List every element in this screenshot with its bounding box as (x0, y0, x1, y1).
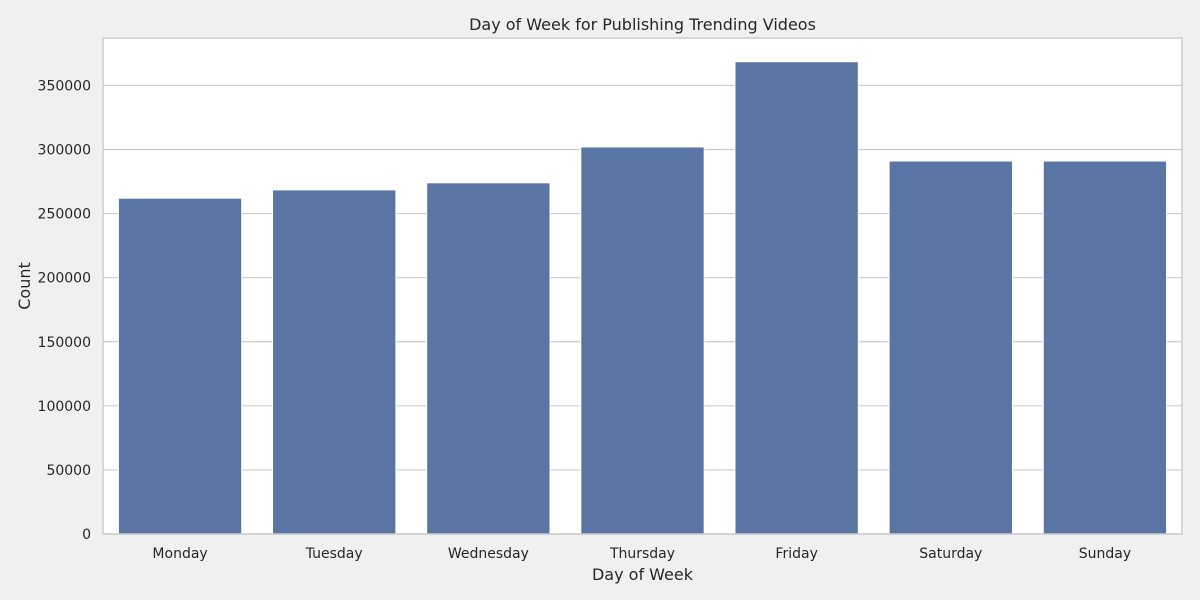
y-tick-label: 50000 (46, 463, 91, 479)
bar-saturday (888, 160, 1013, 535)
bar-monday (117, 197, 243, 535)
y-tick-label: 250000 (38, 207, 91, 223)
bar-wednesday (426, 182, 551, 535)
y-tick-labels: 0 50000 100000 150000 200000 250000 300000 3500… (38, 78, 91, 543)
x-tick-label: Monday (152, 546, 207, 562)
bars (117, 61, 1168, 535)
y-axis-label: Count (15, 262, 34, 310)
bar-tuesday (272, 189, 397, 535)
x-tick-label: Wednesday (448, 546, 529, 562)
bar-friday (734, 61, 859, 535)
x-tick-label: Saturday (919, 546, 982, 562)
y-tick-label: 0 (82, 527, 91, 543)
x-tick-labels: Monday Tuesday Wednesday Thursday Friday Satu… (152, 546, 1131, 562)
x-tick-label: Thursday (609, 546, 675, 562)
x-tick-label: Sunday (1079, 546, 1131, 562)
x-tick-label: Friday (775, 546, 817, 562)
y-tick-label: 350000 (38, 78, 91, 94)
x-tick-label: Tuesday (305, 546, 363, 562)
y-tick-label: 200000 (38, 271, 91, 287)
bar-sunday (1042, 160, 1168, 535)
chart-title: Day of Week for Publishing Trending Vide… (469, 15, 816, 34)
y-tick-label: 150000 (38, 335, 91, 351)
bar-thursday (580, 146, 705, 535)
y-tick-label: 300000 (38, 143, 91, 159)
y-tick-label: 100000 (38, 399, 91, 415)
x-axis-label: Day of Week (592, 565, 694, 584)
plot-frame (102, 37, 1183, 535)
